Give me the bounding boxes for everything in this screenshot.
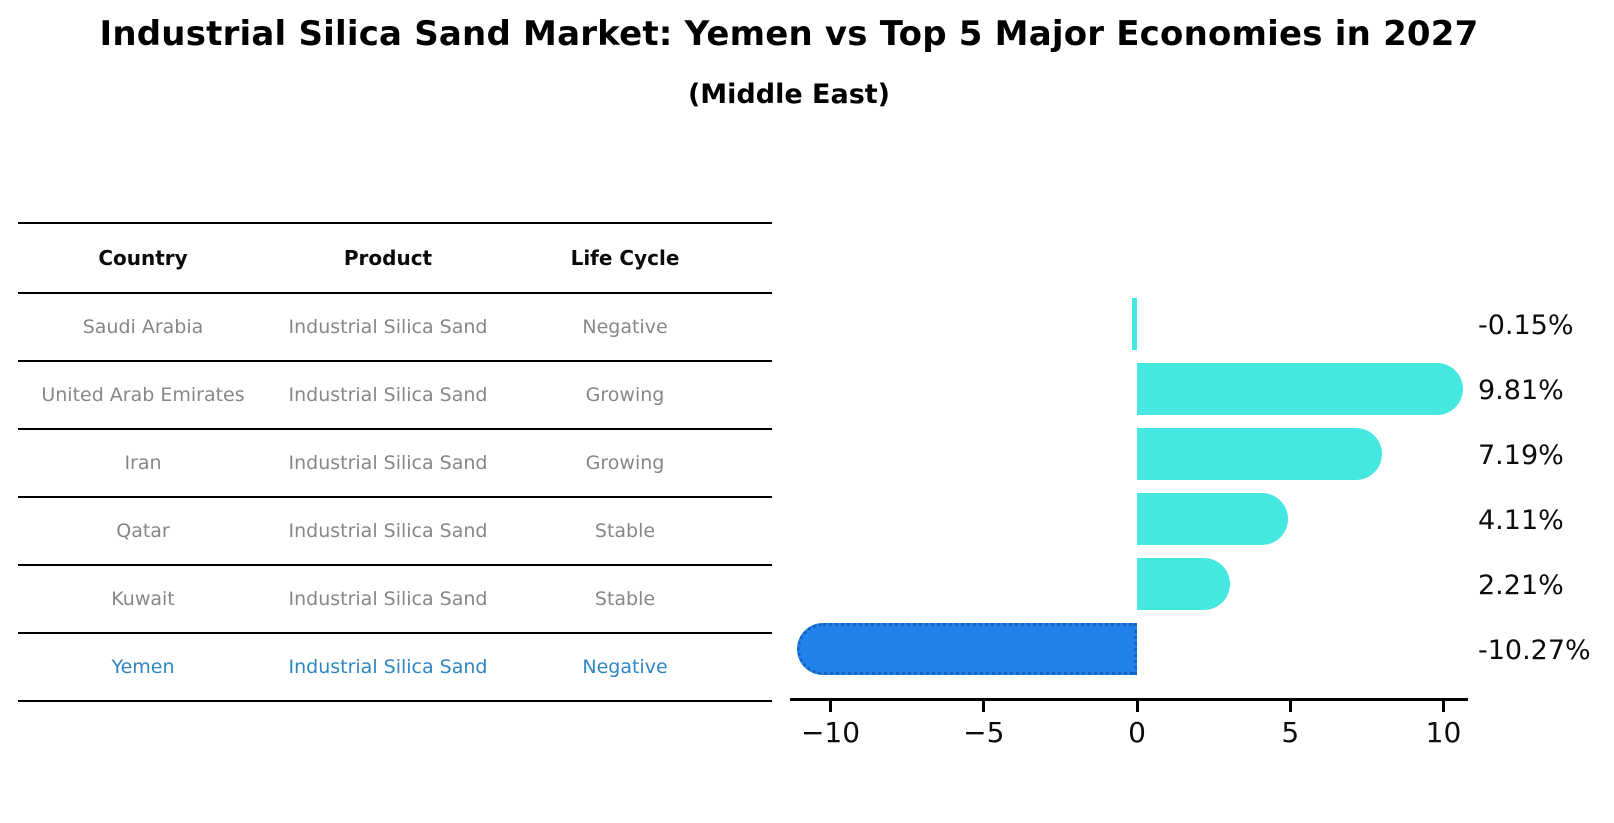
x-axis-tick bbox=[829, 701, 832, 712]
x-axis-tick bbox=[1135, 701, 1139, 712]
column-header-country: Country bbox=[98, 246, 188, 270]
product-cell: Industrial Silica Sand bbox=[288, 588, 488, 610]
country-cell: Iran bbox=[124, 452, 162, 474]
value-label-saudi-arabia: -0.15% bbox=[1478, 310, 1574, 341]
x-axis-tick bbox=[982, 701, 986, 712]
x-axis-tick-label: 5 bbox=[1281, 716, 1300, 749]
country-cell: United Arab Emirates bbox=[41, 384, 245, 406]
life-cycle-cell: Growing bbox=[585, 452, 665, 474]
x-axis-line bbox=[790, 698, 1468, 701]
country-cell: Kuwait bbox=[111, 588, 175, 610]
table-row-yemen: Yemen Industrial Silica Sand Negative bbox=[18, 634, 772, 702]
x-axis-tick-label: 10 bbox=[1425, 716, 1462, 749]
bar-qatar bbox=[1137, 493, 1288, 545]
table-row-saudi-arabia: Saudi Arabia Industrial Silica Sand Negati… bbox=[18, 294, 772, 362]
product-cell: Industrial Silica Sand bbox=[288, 520, 488, 542]
bar-united-arab-emirates bbox=[1137, 363, 1463, 415]
value-label-united-arab-emirates: 9.81% bbox=[1478, 375, 1564, 406]
product-cell: Industrial Silica Sand bbox=[288, 316, 488, 338]
table-row-iran: Iran Industrial Silica Sand Growing bbox=[18, 430, 772, 498]
chart-title: Industrial Silica Sand Market: Yemen vs … bbox=[99, 14, 1479, 54]
value-label-kuwait: 2.21% bbox=[1478, 570, 1564, 601]
table-row-qatar: Qatar Industrial Silica Sand Stable bbox=[18, 498, 772, 566]
country-cell: Qatar bbox=[116, 520, 170, 542]
x-axis-tick-label: 0 bbox=[1128, 716, 1146, 749]
table-rows: Saudi Arabia Industrial Silica Sand Negati… bbox=[18, 294, 772, 702]
bar-iran bbox=[1137, 428, 1383, 480]
table-row-united-arab-emirates: United Arab Emirates Industrial Silica Sa… bbox=[18, 362, 772, 430]
bar-chart: -0.15% 9.81% 7.19% 4.11% 2.21% -10.27% −10 −5 0 5… bbox=[780, 270, 1614, 780]
bar-saudi-arabia bbox=[1132, 298, 1137, 350]
x-axis-tick-label: −5 bbox=[963, 716, 1005, 749]
column-header-product: Product bbox=[343, 246, 433, 270]
value-label-qatar: 4.11% bbox=[1478, 505, 1564, 536]
life-cycle-cell: Growing bbox=[585, 384, 665, 406]
product-cell: Industrial Silica Sand bbox=[288, 656, 488, 678]
country-cell: Yemen bbox=[111, 656, 175, 678]
product-cell: Industrial Silica Sand bbox=[288, 384, 488, 406]
x-axis-tick-label: −10 bbox=[800, 716, 861, 749]
comparison-table: Country Product Life Cycle Saudi Arabia I… bbox=[18, 222, 772, 702]
country-cell: Saudi Arabia bbox=[82, 316, 204, 338]
value-label-iran: 7.19% bbox=[1478, 440, 1564, 471]
bar-yemen bbox=[797, 623, 1137, 675]
x-axis-tick bbox=[1288, 701, 1292, 712]
value-label-yemen: -10.27% bbox=[1478, 635, 1591, 666]
life-cycle-cell: Stable bbox=[594, 520, 656, 542]
product-cell: Industrial Silica Sand bbox=[288, 452, 488, 474]
life-cycle-cell: Negative bbox=[582, 656, 668, 678]
life-cycle-cell: Negative bbox=[582, 316, 668, 338]
life-cycle-cell: Stable bbox=[594, 588, 656, 610]
table-header-row: Country Product Life Cycle bbox=[18, 224, 772, 294]
chart-subtitle: (Middle East) bbox=[687, 79, 891, 110]
column-header-life-cycle: Life Cycle bbox=[570, 246, 680, 270]
table-row-kuwait: Kuwait Industrial Silica Sand Stable bbox=[18, 566, 772, 634]
bar-kuwait bbox=[1137, 558, 1230, 610]
x-axis-tick bbox=[1442, 701, 1445, 712]
